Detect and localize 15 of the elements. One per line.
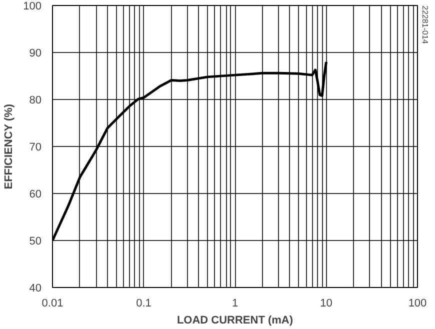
y-tick-label: 80: [29, 94, 42, 106]
y-tick-label: 100: [23, 0, 42, 12]
x-tick-label: 1: [232, 298, 238, 310]
y-tick-label: 90: [29, 48, 42, 60]
x-tick-label: 0.1: [136, 298, 152, 310]
y-tick-label: 60: [29, 188, 42, 200]
x-tick-label: 100: [408, 298, 427, 310]
y-tick-label: 40: [29, 282, 42, 294]
y-axis-title: EFFICIENCY (%): [3, 104, 16, 190]
x-tick-label: 10: [320, 298, 332, 310]
x-tick-label: 0.01: [42, 298, 64, 310]
text: 22281-014: [420, 6, 430, 44]
y-tick-label: 70: [29, 142, 42, 154]
y-tick-label: 50: [29, 236, 42, 248]
x-axis-title: LOAD CURRENT (mA): [176, 314, 294, 326]
